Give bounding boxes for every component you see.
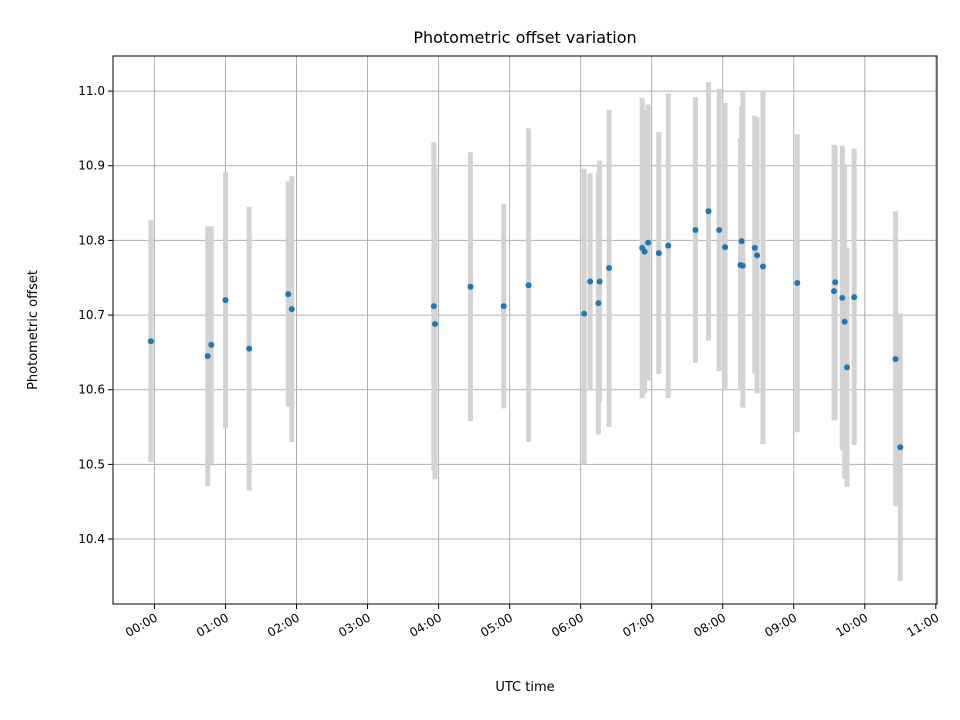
data-points (147, 208, 904, 451)
data-point (751, 244, 758, 251)
data-point (430, 303, 437, 310)
x-axis-label: UTC time (495, 680, 554, 695)
data-point (839, 294, 846, 301)
grid (113, 56, 937, 604)
data-point (641, 248, 648, 255)
data-point (705, 208, 712, 215)
data-point (892, 356, 899, 363)
data-point (645, 239, 652, 246)
chart-title: Photometric offset variation (413, 28, 636, 47)
data-point (147, 338, 154, 345)
data-point (692, 226, 699, 233)
y-axis-ticks: 10.4 10.5 10.6 10.7 10.8 10.9 11.0 (78, 84, 113, 546)
data-point (851, 294, 858, 301)
data-point (716, 226, 723, 233)
y-tick-label: 10.9 (78, 159, 105, 173)
data-point (595, 300, 602, 307)
plot-frame (112, 55, 938, 605)
y-tick-label: 10.6 (78, 383, 105, 397)
data-point (467, 283, 474, 290)
data-point (208, 341, 215, 348)
data-point (432, 321, 439, 328)
data-point (606, 265, 613, 272)
data-point (841, 318, 848, 325)
data-point (754, 252, 761, 259)
y-tick-label: 10.5 (78, 457, 105, 471)
data-point (204, 353, 211, 360)
data-point (288, 306, 295, 313)
y-axis-label: Photometric offset (26, 270, 41, 390)
data-point (832, 279, 839, 286)
data-point (738, 238, 745, 245)
data-point (831, 288, 837, 295)
data-point (655, 250, 662, 257)
data-point (844, 364, 851, 371)
data-point (587, 278, 594, 285)
y-tick-label: 10.7 (78, 308, 105, 322)
data-point (525, 282, 532, 289)
data-point (222, 297, 229, 304)
data-point (739, 262, 746, 269)
data-point (246, 345, 253, 352)
y-tick-label: 11.0 (78, 84, 105, 98)
data-point (500, 303, 507, 310)
data-point (759, 263, 766, 270)
data-point (722, 244, 729, 251)
data-point (794, 279, 801, 286)
data-point (596, 278, 603, 285)
data-point (665, 242, 672, 249)
y-tick-label: 10.4 (78, 532, 105, 546)
data-point (285, 291, 292, 298)
data-point (581, 310, 588, 317)
y-tick-label: 10.8 (78, 233, 105, 247)
data-point (897, 444, 904, 451)
